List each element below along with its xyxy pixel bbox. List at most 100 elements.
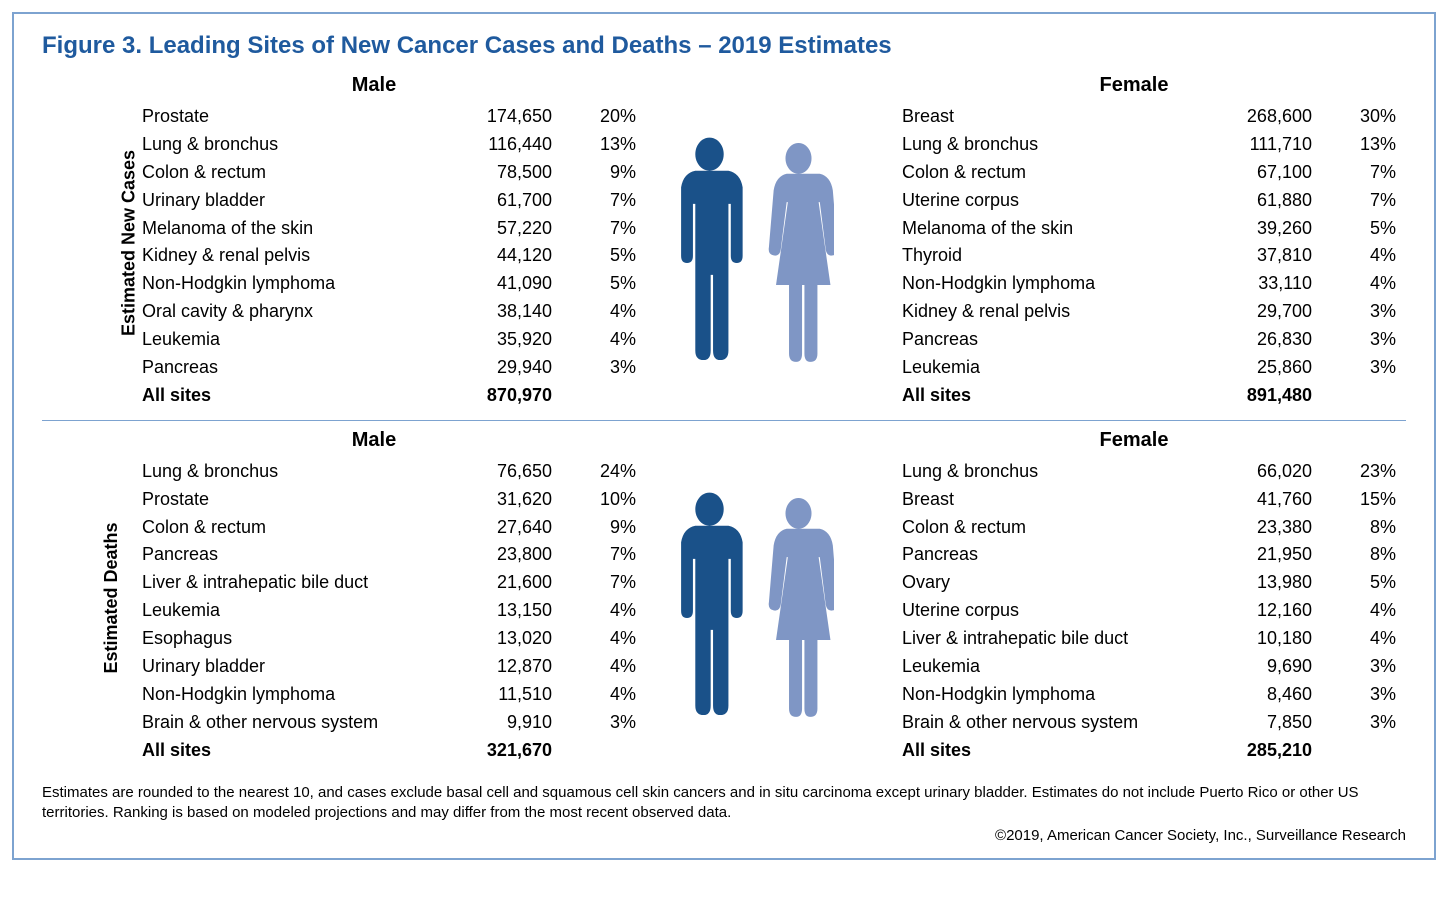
table-row: Colon & rectum67,1007%	[862, 159, 1406, 187]
male-silhouette-icon	[674, 465, 745, 745]
cell-count: 21,950	[1220, 541, 1330, 569]
cell-percent: 4%	[1330, 625, 1406, 653]
cell-count: 29,940	[460, 354, 570, 382]
cell-count: 27,640	[460, 514, 570, 542]
cell-count: 23,380	[1220, 514, 1330, 542]
cell-percent: 5%	[1330, 569, 1406, 597]
cell-count: 268,600	[1220, 103, 1330, 131]
cell-site: Lung & bronchus	[102, 458, 460, 486]
cell-site: Liver & intrahepatic bile duct	[102, 569, 460, 597]
panel-header-female: Female	[862, 74, 1406, 97]
table-row: Leukemia35,9204%	[102, 326, 646, 354]
cell-percent: 8%	[1330, 541, 1406, 569]
cell-site: Non-Hodgkin lymphoma	[862, 270, 1220, 298]
cell-percent: 3%	[1330, 653, 1406, 681]
cell-count: 174,650	[460, 103, 570, 131]
table-row: Lung & bronchus66,02023%	[862, 458, 1406, 486]
cell-percent: 24%	[570, 458, 646, 486]
table-row: Urinary bladder61,7007%	[102, 187, 646, 215]
cell-site: Melanoma of the skin	[862, 215, 1220, 243]
cell-percent: 3%	[1330, 709, 1406, 737]
cell-percent: 4%	[570, 653, 646, 681]
table-row: Melanoma of the skin57,2207%	[102, 215, 646, 243]
panel-header-male: Male	[102, 74, 646, 97]
table-row: Melanoma of the skin39,2605%	[862, 215, 1406, 243]
table-row: Non-Hodgkin lymphoma11,5104%	[102, 681, 646, 709]
cell-site: Esophagus	[102, 625, 460, 653]
cell-site: Lung & bronchus	[862, 458, 1220, 486]
table-row: Leukemia9,6903%	[862, 653, 1406, 681]
cell-site: Colon & rectum	[862, 514, 1220, 542]
panel-header-female: Female	[862, 429, 1406, 452]
cell-count: 12,870	[460, 653, 570, 681]
cell-site: Pancreas	[862, 541, 1220, 569]
data-table: Lung & bronchus76,65024%Prostate31,62010…	[102, 458, 646, 765]
cell-percent: 13%	[570, 131, 646, 159]
cell-count-total: 891,480	[1220, 382, 1330, 410]
table-row: Non-Hodgkin lymphoma8,4603%	[862, 681, 1406, 709]
cell-percent: 4%	[570, 681, 646, 709]
table-row: Breast41,76015%	[862, 486, 1406, 514]
cell-site: Uterine corpus	[862, 187, 1220, 215]
cell-count: 37,810	[1220, 242, 1330, 270]
cell-percent: 3%	[1330, 354, 1406, 382]
table-row: Oral cavity & pharynx38,1404%	[102, 298, 646, 326]
cell-site: Colon & rectum	[862, 159, 1220, 187]
panel-female: FemaleBreast268,60030%Lung & bronchus111…	[862, 74, 1406, 410]
table-row: Esophagus13,0204%	[102, 625, 646, 653]
cell-count: 116,440	[460, 131, 570, 159]
table-row: Lung & bronchus111,71013%	[862, 131, 1406, 159]
cell-site: Brain & other nervous system	[862, 709, 1220, 737]
cell-percent: 7%	[570, 569, 646, 597]
cell-percent-total	[1330, 382, 1406, 410]
panel-female: Female Lung & bronchus66,02023%Breast41,7…	[862, 429, 1406, 765]
table-row-total: All sites321,670	[102, 737, 646, 765]
cell-site: Leukemia	[862, 354, 1220, 382]
cell-percent: 4%	[570, 597, 646, 625]
table-row: Lung & bronchus116,44013%	[102, 131, 646, 159]
female-silhouette-icon	[763, 121, 834, 390]
table-row: Prostate174,65020%	[102, 103, 646, 131]
table-row: Lung & bronchus76,65024%	[102, 458, 646, 486]
table-row: Colon & rectum27,6409%	[102, 514, 646, 542]
footnote: Estimates are rounded to the nearest 10,…	[42, 783, 1406, 824]
table-row: Pancreas29,9403%	[102, 354, 646, 382]
table-row-total: All sites285,210	[862, 737, 1406, 765]
table-row: Colon & rectum23,3808%	[862, 514, 1406, 542]
cell-percent: 3%	[1330, 326, 1406, 354]
cell-site-total: All sites	[102, 382, 460, 410]
cell-percent-total	[570, 382, 646, 410]
cell-site: Liver & intrahepatic bile duct	[862, 625, 1220, 653]
section-columns: Male Prostate174,65020%Lung & bronchus116…	[42, 74, 1406, 410]
table-row: Kidney & renal pelvis29,7003%	[862, 298, 1406, 326]
cell-count: 9,690	[1220, 653, 1330, 681]
table-row: Liver & intrahepatic bile duct21,6007%	[102, 569, 646, 597]
table-row: Non-Hodgkin lymphoma33,1104%	[862, 270, 1406, 298]
cell-percent: 7%	[570, 215, 646, 243]
cell-percent: 3%	[570, 354, 646, 382]
cell-count: 41,090	[460, 270, 570, 298]
cell-count-total: 285,210	[1220, 737, 1330, 765]
cell-count: 31,620	[460, 486, 570, 514]
silhouette-group	[674, 429, 834, 745]
cell-percent: 13%	[1330, 131, 1406, 159]
cell-site: Pancreas	[102, 541, 460, 569]
cell-percent: 9%	[570, 159, 646, 187]
table-row: Prostate31,62010%	[102, 486, 646, 514]
cell-site: Oral cavity & pharynx	[102, 298, 460, 326]
panel-header-male: Male	[102, 429, 646, 452]
cell-count: 25,860	[1220, 354, 1330, 382]
table-row: Leukemia25,8603%	[862, 354, 1406, 382]
cell-percent: 7%	[570, 187, 646, 215]
section-label: Estimated New Cases	[119, 150, 140, 336]
cell-count: 10,180	[1220, 625, 1330, 653]
cell-count: 44,120	[460, 242, 570, 270]
cell-site: Prostate	[102, 486, 460, 514]
cell-count: 29,700	[1220, 298, 1330, 326]
cell-count: 35,920	[460, 326, 570, 354]
cell-percent: 5%	[1330, 215, 1406, 243]
cell-site: Kidney & renal pelvis	[102, 242, 460, 270]
cell-percent: 20%	[570, 103, 646, 131]
figure-frame: Figure 3. Leading Sites of New Cancer Ca…	[12, 12, 1436, 860]
cell-site: Thyroid	[862, 242, 1220, 270]
